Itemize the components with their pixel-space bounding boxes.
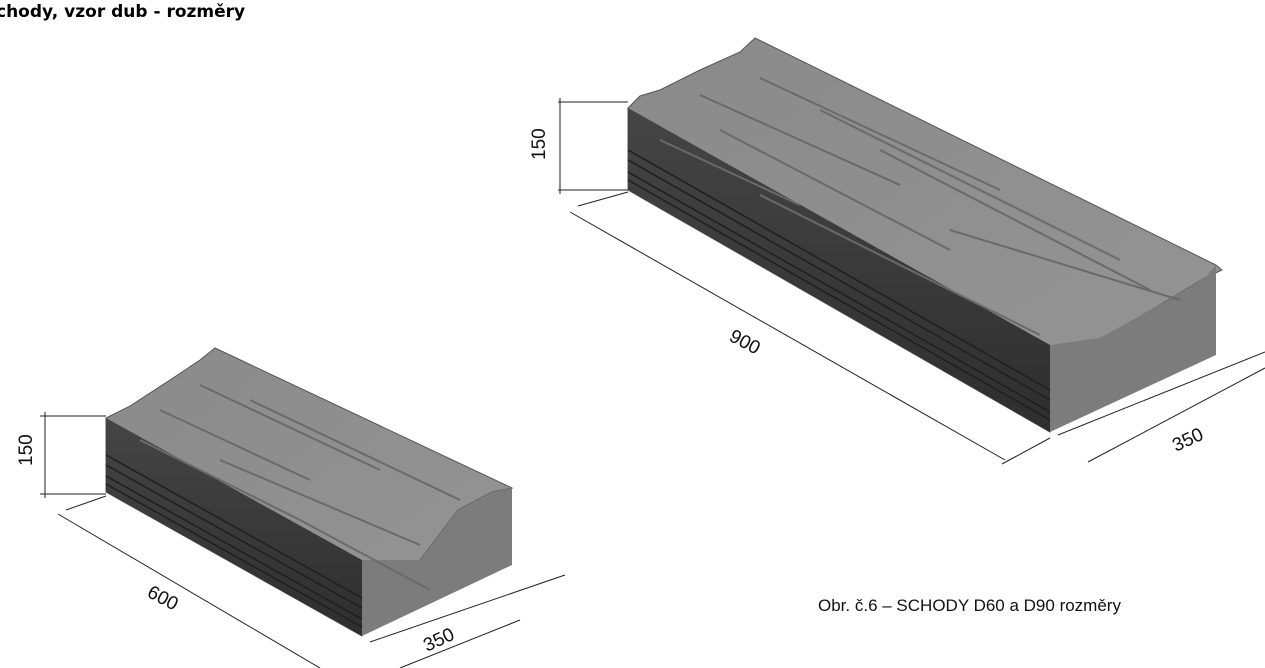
small-step-wood-grain xyxy=(139,384,461,591)
large-step-height-label: 150 xyxy=(529,128,550,160)
large-step-depth-label: 350 xyxy=(1169,424,1207,456)
small-step-grooves xyxy=(105,454,363,628)
large-step-length-label: 900 xyxy=(726,326,764,359)
figure-caption: Obr. č.6 – SCHODY D60 a D90 rozměry xyxy=(818,596,1121,615)
small-step-length-label: 600 xyxy=(144,582,182,615)
small-step-side-face xyxy=(362,488,512,636)
small-step-dimensions xyxy=(40,412,566,668)
small-step-depth-label: 350 xyxy=(420,624,458,656)
small-step-height-label: 150 xyxy=(16,434,37,466)
large-step-side-face xyxy=(1050,265,1216,432)
small-step: 150 600 350 xyxy=(16,347,566,668)
large-step: 150 900 350 xyxy=(529,37,1265,465)
large-step-dimensions xyxy=(558,98,1265,465)
large-step-grooves xyxy=(627,149,1051,421)
large-step-wood-grain xyxy=(659,77,1181,336)
page-title: chody, vzor dub - rozměry xyxy=(0,2,246,22)
